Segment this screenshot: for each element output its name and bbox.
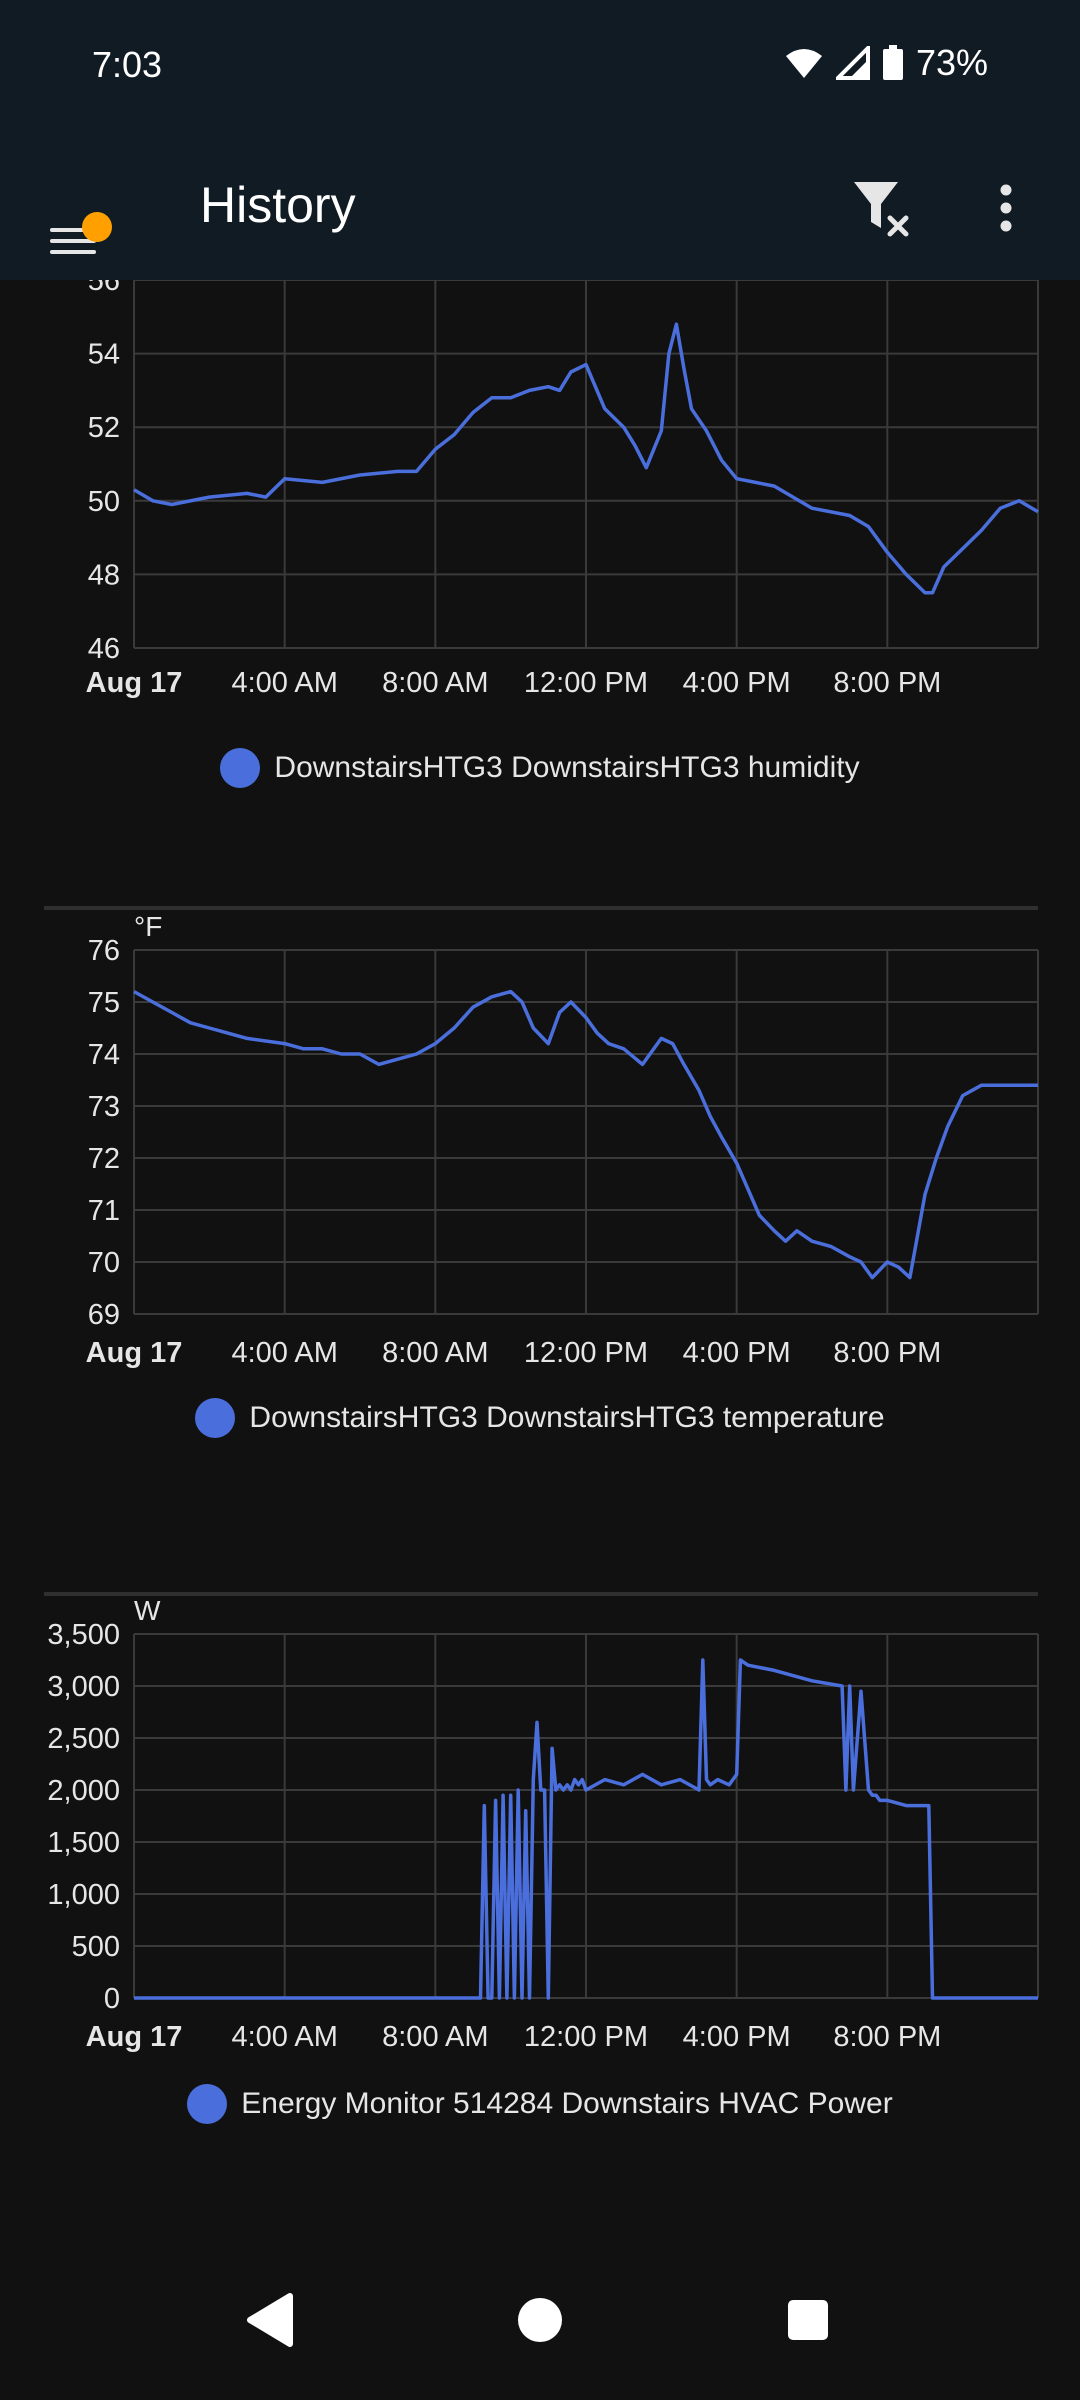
system-nav-bar — [0, 2240, 1080, 2400]
series-line[interactable] — [133, 989, 1038, 1280]
legend-swatch — [187, 2084, 228, 2124]
cellular-signal-icon — [835, 46, 870, 80]
x-tick-label: 4:00 PM — [683, 2021, 791, 2053]
y-tick-label: 76 — [88, 935, 120, 967]
series-line[interactable] — [133, 322, 1039, 595]
legend-label: Energy Monitor 514284 Downstairs HVAC Po… — [241, 2087, 893, 2120]
y-tick-label: 74 — [88, 1039, 120, 1071]
history-content[interactable]: 46 48 50 52 54 56 Aug 17 4:00 AM 8:00 AM 12:00 PM… — [0, 280, 1080, 2240]
power-chart: 0 500 1,000 1,500 2,000 2,500 3,000 3,500 Aug 17… — [47, 1596, 1039, 2053]
battery-percent: 73% — [915, 42, 988, 83]
x-tick-label: 8:00 PM — [833, 2021, 941, 2053]
y-tick-label: 50 — [88, 486, 120, 518]
legend-label: DownstairsHTG3 DownstairsHTG3 humidity — [274, 751, 860, 784]
y-tick-label: 500 — [72, 1931, 120, 1963]
filter-clear-icon — [854, 182, 909, 237]
back-button[interactable] — [230, 2280, 310, 2360]
y-tick-label: 2,000 — [47, 1775, 120, 1807]
x-tick-label: Aug 17 — [86, 667, 183, 699]
back-triangle-icon — [247, 2293, 293, 2347]
y-tick-label: 3,000 — [47, 1671, 120, 1703]
y-tick-label: 1,000 — [47, 1879, 120, 1911]
y-tick-label: 73 — [88, 1091, 120, 1123]
x-tick-label: 4:00 PM — [683, 1337, 791, 1369]
y-tick-label: 75 — [88, 987, 120, 1019]
unit-label: °F — [134, 911, 162, 942]
y-tick-label: 71 — [88, 1195, 120, 1227]
humidity-chart-card: 46 48 50 52 54 56 Aug 17 4:00 AM 8:00 AM 12:00 PM… — [0, 280, 1080, 940]
x-tick-label: 8:00 AM — [382, 2021, 488, 2053]
temperature-chart-card: 69 70 71 72 73 74 75 76 Aug 17 4:00 AM 8:00 AM 12:0… — [0, 910, 1080, 1590]
temperature-legend[interactable]: DownstairsHTG3 DownstairsHTG3 temperatur… — [0, 1398, 1080, 1438]
y-tick-label: 2,500 — [47, 1723, 120, 1755]
x-tick-label: Aug 17 — [86, 2021, 183, 2053]
y-tick-label: 48 — [88, 559, 120, 591]
x-tick-label: 4:00 AM — [231, 667, 337, 699]
y-tick-label: 3,500 — [47, 1619, 120, 1651]
clear-filter-button[interactable] — [848, 172, 920, 244]
x-tick-label: 4:00 PM — [683, 667, 791, 699]
y-tick-label: 54 — [88, 339, 120, 371]
status-bar: 7:03 73% — [0, 0, 1080, 140]
x-tick-label: Aug 17 — [86, 1337, 183, 1369]
y-tick-label: 0 — [104, 1983, 120, 2015]
chart-divider — [44, 906, 1038, 910]
notification-badge — [82, 212, 112, 242]
app-bar: History — [0, 140, 1080, 280]
y-tick-label: 69 — [88, 1299, 120, 1331]
x-tick-label: 4:00 AM — [231, 1337, 337, 1369]
y-tick-label: 70 — [88, 1247, 120, 1279]
battery-icon — [882, 45, 903, 80]
more-vert-icon — [1000, 184, 1012, 232]
series-line[interactable] — [134, 1658, 1038, 2000]
legend-swatch — [220, 748, 261, 788]
wifi-icon — [785, 49, 822, 78]
unit-label: W — [134, 1596, 161, 1626]
recents-button[interactable] — [768, 2280, 848, 2360]
x-tick-label: 8:00 AM — [382, 1337, 488, 1369]
menu-button[interactable] — [40, 178, 120, 254]
x-tick-label: 12:00 PM — [524, 2021, 648, 2053]
y-tick-label: 1,500 — [47, 1827, 120, 1859]
x-tick-label: 8:00 AM — [382, 667, 488, 699]
page-title: History — [200, 177, 356, 233]
power-legend[interactable]: Energy Monitor 514284 Downstairs HVAC Po… — [0, 2084, 1080, 2124]
x-tick-label: 8:00 PM — [833, 667, 941, 699]
humidity-chart: 46 48 50 52 54 56 Aug 17 4:00 AM 8:00 AM 12:00 PM… — [86, 280, 1039, 699]
x-tick-label: 4:00 AM — [231, 2021, 337, 2053]
temperature-chart: 69 70 71 72 73 74 75 76 Aug 17 4:00 AM 8:00 AM 12:0… — [86, 911, 1039, 1369]
x-tick-label: 12:00 PM — [524, 1337, 648, 1369]
status-time: 7:03 — [92, 44, 163, 85]
chart-divider — [44, 1592, 1038, 1596]
legend-swatch — [195, 1398, 236, 1438]
humidity-legend[interactable]: DownstairsHTG3 DownstairsHTG3 humidity — [0, 748, 1080, 788]
recents-square-icon — [788, 2300, 828, 2340]
more-options-button[interactable] — [976, 172, 1036, 244]
y-tick-label: 52 — [88, 412, 120, 444]
status-icons: 73% — [784, 42, 988, 84]
power-chart-card: 0 500 1,000 1,500 2,000 2,500 3,000 3,500 Aug 17… — [0, 1596, 1080, 2236]
y-tick-label: 56 — [88, 280, 120, 297]
y-tick-label: 72 — [88, 1143, 120, 1175]
home-button[interactable] — [500, 2280, 580, 2360]
legend-label: DownstairsHTG3 DownstairsHTG3 temperatur… — [249, 1401, 885, 1434]
x-tick-label: 12:00 PM — [524, 667, 648, 699]
home-circle-icon — [518, 2298, 562, 2342]
y-tick-label: 46 — [88, 633, 120, 665]
x-tick-label: 8:00 PM — [833, 1337, 941, 1369]
